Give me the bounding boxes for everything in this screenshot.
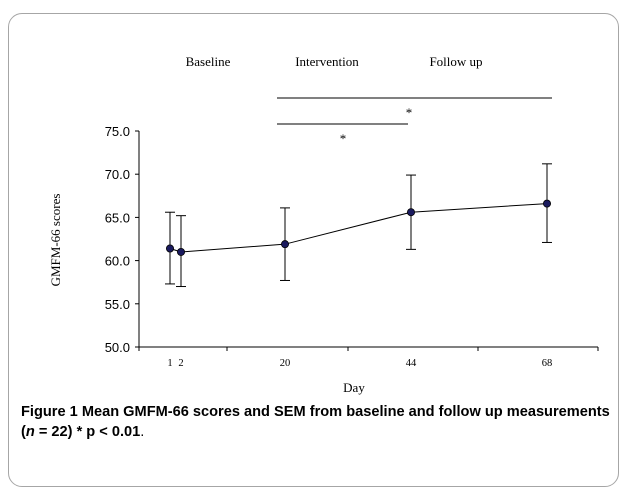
- phase-label: Baseline: [186, 54, 231, 69]
- significance-brackets: **: [277, 97, 552, 146]
- data-point: [280, 240, 289, 249]
- significance-marker: *: [406, 105, 413, 120]
- data-point: [165, 244, 174, 253]
- phase-labels: Baseline Intervention Follow up: [186, 54, 483, 69]
- y-tick-label: 60.0: [105, 254, 130, 269]
- caption-period: .: [140, 424, 145, 440]
- y-tick-label: 50.0: [105, 340, 130, 355]
- y-tick-label: 75.0: [105, 124, 130, 139]
- figure-label: Figure 1: [21, 404, 78, 420]
- data-point: [176, 247, 185, 256]
- x-tick-label: 68: [542, 358, 553, 369]
- line-chart: 50.0 55.0 60.0 65.0 70.0 75.0 1 2 20 44 68 Baselin…: [48, 54, 599, 395]
- caption-n-symbol: n: [25, 424, 35, 440]
- data-point: [543, 199, 552, 208]
- data-point: [406, 208, 415, 217]
- caption-text-1: Mean GMFM-66 scores and SEM from baselin…: [21, 404, 610, 440]
- axes: 50.0 55.0 60.0 65.0 70.0 75.0 1 2 20 44 68: [105, 124, 599, 369]
- y-tick-label: 55.0: [105, 297, 130, 312]
- x-axis-label: Day: [343, 380, 365, 395]
- caption-text-2: = 22) * p < 0.01: [34, 424, 141, 440]
- figure-frame: [8, 13, 619, 487]
- data-markers: [165, 199, 552, 256]
- phase-label: Intervention: [295, 54, 359, 69]
- x-tick-label: 1: [167, 358, 172, 369]
- phase-label: Follow up: [429, 54, 482, 69]
- x-tick-label: 44: [406, 358, 417, 369]
- y-axis-label: GMFM-66 scores: [48, 194, 63, 287]
- x-tick-label: 20: [280, 358, 291, 369]
- figure-caption: Figure 1 Mean GMFM-66 scores and SEM fro…: [21, 402, 611, 442]
- significance-marker: *: [340, 131, 347, 146]
- x-tick-label: 2: [178, 358, 183, 369]
- y-tick-label: 65.0: [105, 210, 130, 225]
- series-line: [169, 203, 548, 253]
- y-tick-label: 70.0: [105, 167, 130, 182]
